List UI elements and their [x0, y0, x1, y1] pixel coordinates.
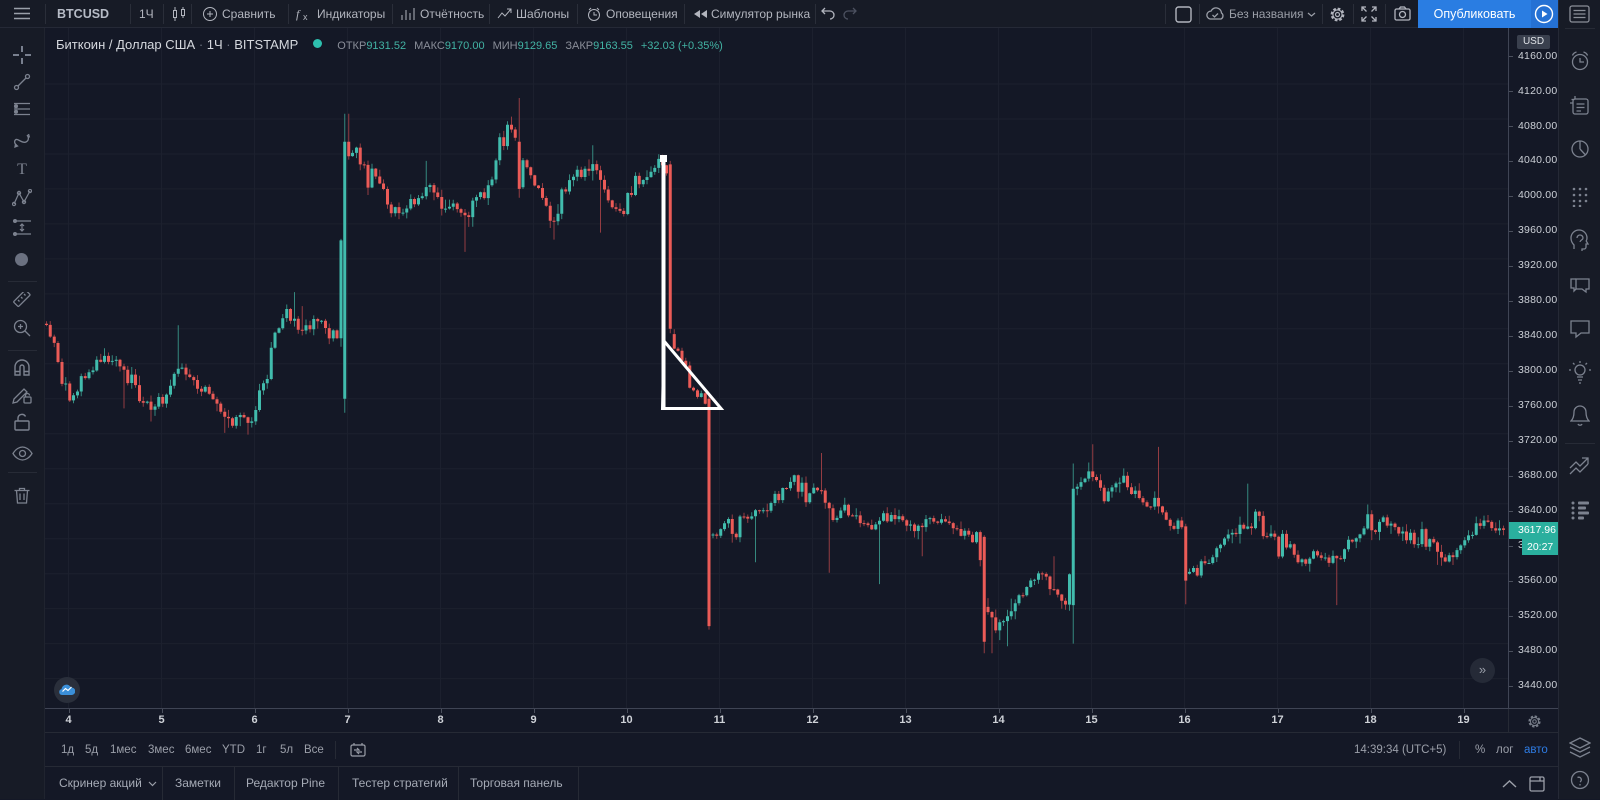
svg-text:f: f [296, 7, 301, 21]
svg-text:x: x [303, 12, 308, 22]
svg-text:T: T [17, 161, 27, 178]
